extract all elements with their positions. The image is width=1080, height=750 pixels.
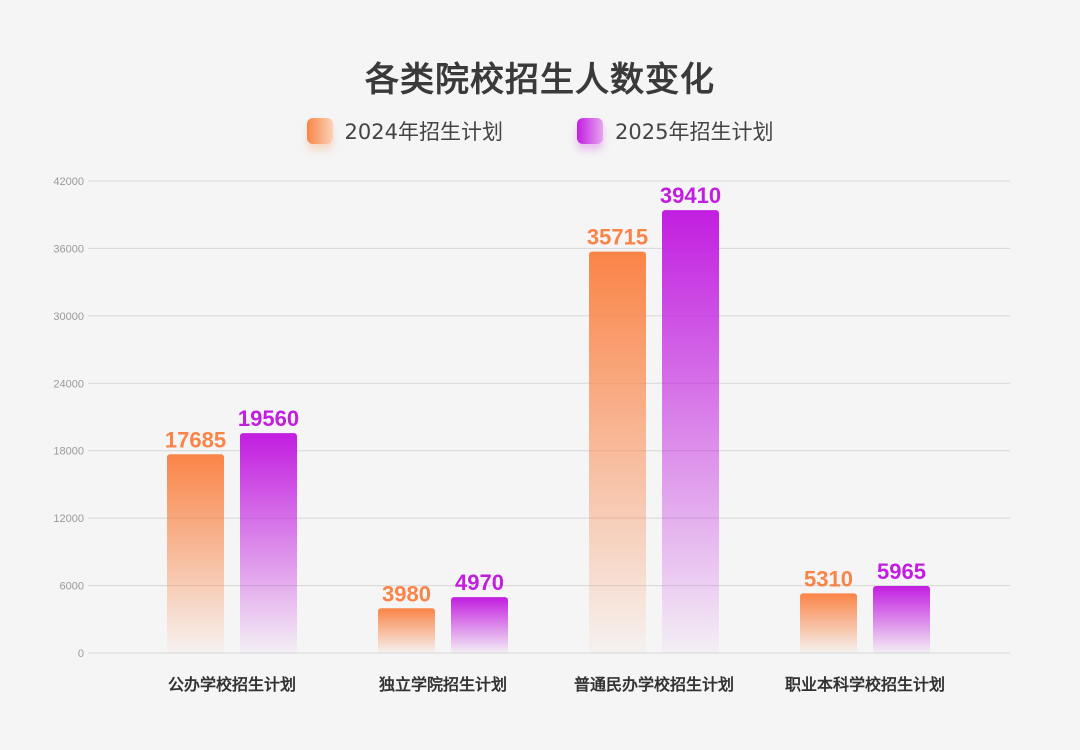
bar-2024 <box>589 251 646 654</box>
y-tick-label: 36000 <box>53 243 84 255</box>
legend-swatch-2024 <box>306 118 333 144</box>
data-label: 35715 <box>587 225 648 250</box>
bar-2024 <box>378 608 435 653</box>
data-label: 17685 <box>165 427 226 452</box>
y-tick-label: 6000 <box>60 581 84 593</box>
legend-swatch-2025 <box>577 118 603 144</box>
legend-item-2024: 2024年招生计划 <box>306 116 503 146</box>
legend-item-2025: 2025年招生计划 <box>577 116 773 146</box>
bar-2025 <box>451 597 508 653</box>
y-tick-label: 30000 <box>53 311 84 323</box>
data-label: 39410 <box>660 183 721 208</box>
bar-2025 <box>873 585 930 653</box>
bar-2025 <box>240 433 297 653</box>
bar-2025 <box>662 210 719 653</box>
bar-2024 <box>167 454 224 653</box>
data-label: 5310 <box>804 566 853 591</box>
legend-label-2024: 2024年招生计划 <box>344 120 503 144</box>
y-tick-label: 18000 <box>53 446 84 458</box>
y-tick-label: 24000 <box>53 378 84 390</box>
x-tick-label: 独立学院招生计划 <box>379 675 507 694</box>
data-label: 4970 <box>455 570 504 595</box>
data-label: 19560 <box>238 406 299 431</box>
x-tick-label: 普通民办学校招生计划 <box>574 675 734 694</box>
y-tick-label: 12000 <box>53 513 84 525</box>
chart-title: 各类院校招生人数变化 <box>365 60 715 100</box>
x-tick-label: 职业本科学校招生计划 <box>785 675 945 694</box>
y-tick-label: 42000 <box>53 176 84 188</box>
legend: 2024年招生计划 2025年招生计划 <box>0 116 1080 146</box>
data-label: 3980 <box>382 581 431 606</box>
y-tick-label: 0 <box>78 648 84 660</box>
data-label: 5965 <box>877 559 926 584</box>
bar-2024 <box>800 593 857 653</box>
legend-label-2025: 2025年招生计划 <box>615 120 774 144</box>
x-tick-label: 公办学校招生计划 <box>168 675 296 694</box>
